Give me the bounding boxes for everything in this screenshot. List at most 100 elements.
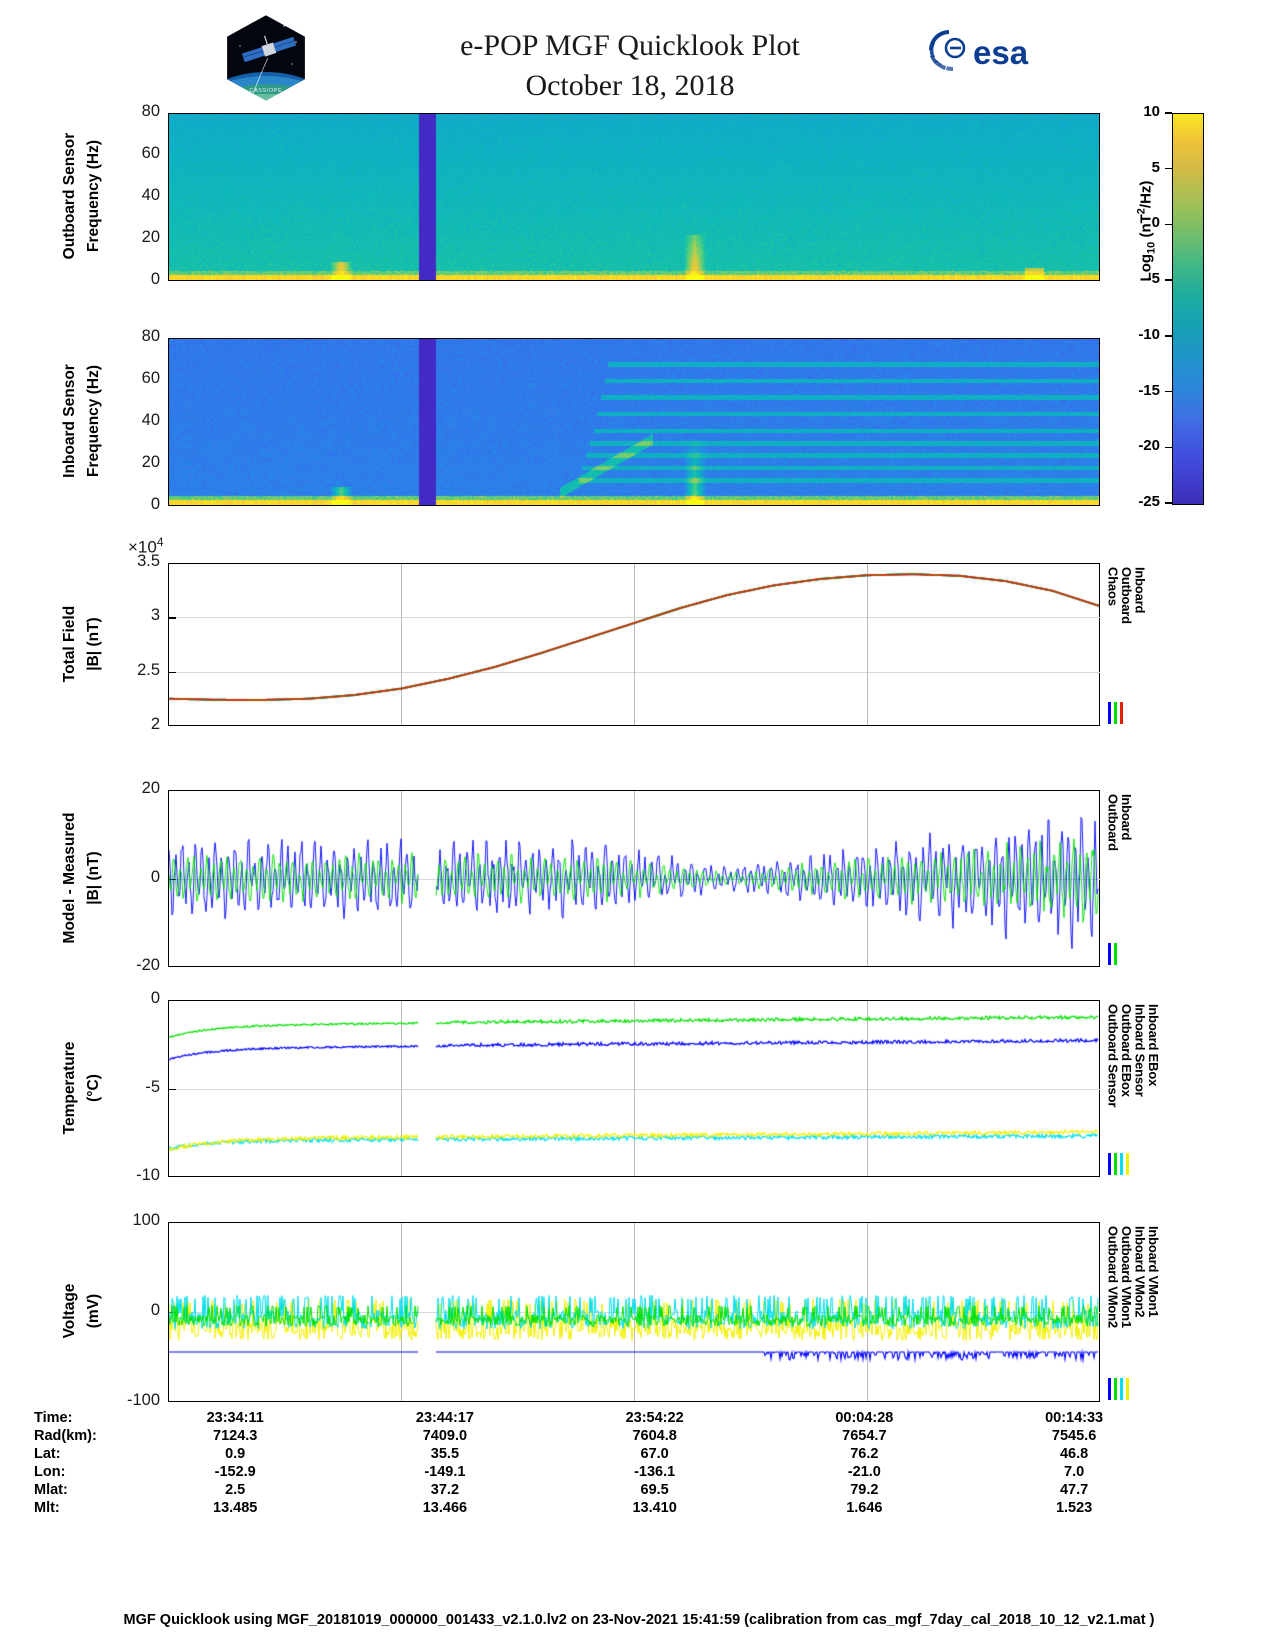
voltage-ytick-label: 0	[150, 1301, 160, 1319]
inboard-spectrogram-canvas	[169, 339, 1099, 505]
outboard-spectrogram-ylabel-line1: Outboard Sensor	[61, 132, 78, 260]
exp-base: ×10	[128, 537, 157, 557]
outboard-spectrogram-ytick-label: 40	[141, 186, 160, 204]
colorbar-tick	[1165, 223, 1172, 226]
inboard-spectrogram-ylabel-line1: Inboard Sensor	[61, 364, 78, 478]
model-minus-measured-legend-labels: Inboard Outboard	[1105, 794, 1135, 851]
header-band: CASSIOPE e-POP MGF Quicklook Plot Octobe…	[0, 0, 1275, 108]
ephemeris-row-label: Rad(km):	[34, 1428, 97, 1444]
inboard-spectrogram-ytick-label: 60	[141, 369, 160, 387]
inboard-spectrogram-ytick-label: 80	[141, 327, 160, 345]
ephemeris-value: -21.0	[847, 1464, 881, 1480]
colorbar-tick-label: -20	[1138, 437, 1160, 455]
ephemeris-value: 37.2	[430, 1482, 460, 1498]
ephemeris-row-label: Lon:	[34, 1464, 66, 1480]
ephemeris-value: 13.466	[422, 1500, 468, 1516]
total-field-ytick-label: 3	[150, 606, 160, 625]
total-field-legend-swatches	[1108, 702, 1123, 724]
colorbar-tick-label: -10	[1138, 325, 1160, 343]
svg-text:esa: esa	[973, 34, 1029, 71]
ephemeris-value: 35.5	[430, 1446, 460, 1462]
temperature-ytick-label: -5	[145, 1077, 160, 1096]
colorbar-tick	[1165, 502, 1172, 504]
model-minus-measured-ytick-label: 0	[150, 867, 160, 886]
inboard-spectrogram-ytick-label: 0	[150, 495, 160, 513]
colorbar-tick	[1165, 112, 1172, 114]
temperature-ylabel-line1: Temperature	[61, 1041, 78, 1134]
colorbar-tick	[1165, 335, 1172, 337]
title-line-2: October 18, 2018	[525, 69, 735, 102]
colorbar-tick-label: 10	[1143, 103, 1160, 120]
colorbar-tick-label: -5	[1146, 270, 1160, 288]
model-minus-measured-ytick-label: 20	[141, 779, 160, 797]
outboard-spectrogram-ytick-label: 0	[150, 270, 160, 288]
title-line-1: e-POP MGF Quicklook Plot	[460, 29, 800, 62]
legend-color-swatch	[1120, 702, 1123, 724]
ephemeris-value: 13.410	[632, 1500, 677, 1516]
ephemeris-row: Lat: 0.9 35.5 67.0 76.2 46.8	[34, 1445, 1179, 1463]
svg-text:CASSIOPE: CASSIOPE	[250, 88, 283, 94]
model-minus-measured-ylabel-line1: Model - Measured	[61, 812, 78, 943]
legend-color-swatch	[1114, 943, 1117, 965]
ephemeris-row-label: Mlt:	[34, 1500, 60, 1516]
outboard-spectrogram-ytick-label: 60	[141, 144, 160, 162]
colorbar-title-sup: 2	[1135, 208, 1148, 215]
model-minus-measured-ytick-label: -20	[136, 956, 160, 974]
ephemeris-value: 67.0	[640, 1446, 669, 1462]
colorbar-tick	[1165, 279, 1172, 281]
legend-color-swatch	[1114, 1378, 1117, 1400]
colorbar-title-sub: 10	[1145, 241, 1158, 254]
voltage-ytick-label: 100	[132, 1211, 160, 1229]
model-minus-measured-legend-swatches	[1108, 943, 1117, 965]
outboard-spectrogram-ytick-label: 80	[141, 102, 160, 120]
ephemeris-value: -136.1	[634, 1464, 676, 1480]
colorbar-gradient	[1172, 113, 1204, 505]
ephemeris-value: 46.8	[1059, 1446, 1089, 1462]
legend-color-swatch	[1108, 1378, 1111, 1400]
ephemeris-value: 2.5	[225, 1482, 246, 1498]
voltage-ytick-label: -100	[126, 1391, 160, 1409]
ephemeris-value: -152.9	[214, 1464, 256, 1480]
ephemeris-value: 1.646	[846, 1500, 883, 1516]
colorbar-tick	[1165, 390, 1172, 393]
colorbar-tick	[1165, 167, 1172, 170]
exp-power: 4	[156, 535, 164, 549]
voltage-ylabel-line1: Voltage	[61, 1283, 78, 1339]
ephemeris-value: 00:14:33	[1045, 1410, 1104, 1426]
ephemeris-value: 00:04:28	[835, 1410, 894, 1426]
total-field-canvas	[169, 564, 1099, 725]
footer-note: MGF Quicklook using MGF_20181019_000000_…	[123, 1612, 1155, 1628]
temperature-ytick-label: 0	[150, 989, 160, 1007]
outboard-spectrogram-ytick-label: 20	[141, 228, 160, 246]
total-field-ytick-label: 2	[150, 715, 160, 733]
legend-color-swatch	[1126, 1378, 1129, 1400]
temperature-canvas	[169, 1001, 1099, 1176]
ephemeris-value: 76.2	[850, 1446, 879, 1462]
legend-color-swatch	[1108, 702, 1111, 724]
ephemeris-table: Time: 23:34:11 23:44:17 23:54:22 00:04:28 00:…	[0, 1409, 1200, 1517]
ephemeris-value: 13.485	[213, 1500, 258, 1516]
ephemeris-row: Rad(km): 7124.3 7409.0 7604.8 7654.7 7545.6	[34, 1427, 1179, 1445]
colorbar-tick-label: 5	[1151, 158, 1160, 176]
colorbar-tick	[1165, 446, 1172, 449]
colorbar-tick-label: -15	[1138, 381, 1160, 399]
page-title: e-POP MGF Quicklook Plot October 18, 201…	[300, 26, 960, 106]
inboard-spectrogram-ytick-label: 20	[141, 453, 160, 471]
model-minus-measured-canvas	[169, 791, 1099, 966]
legend-color-swatch	[1114, 1153, 1117, 1175]
total-field-legend-labels: Inboard Outboard Chaos	[1105, 567, 1148, 624]
ephemeris-value: 7604.8	[632, 1428, 677, 1444]
inboard-spectrogram-ytick-label: 40	[141, 411, 160, 429]
temperature-ytick-label: -10	[136, 1166, 160, 1184]
legend-color-swatch	[1120, 1153, 1123, 1175]
ephemeris-row-label: Time:	[34, 1410, 73, 1426]
ephemeris-value: 7654.7	[842, 1428, 887, 1444]
ephemeris-value: 7.0	[1064, 1464, 1085, 1480]
ephemeris-value: -149.1	[424, 1464, 466, 1480]
colorbar-tick-label: 0	[1151, 214, 1160, 232]
y-axis-exponent: ×104	[128, 535, 164, 558]
legend-color-swatch	[1114, 702, 1117, 724]
ephemeris-value: 23:44:17	[415, 1410, 474, 1426]
total-field-ylabel-line2: |B| (nT)	[85, 616, 102, 671]
voltage-canvas	[169, 1223, 1099, 1401]
